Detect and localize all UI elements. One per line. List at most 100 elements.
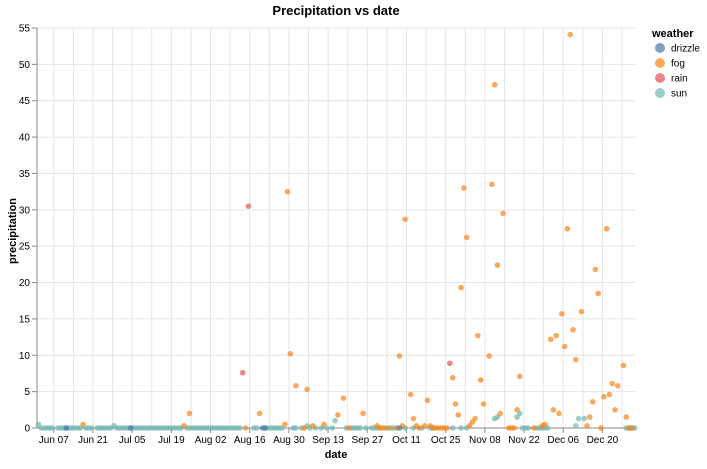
data-point-fog — [461, 185, 467, 191]
legend-label-drizzle: drizzle — [671, 44, 700, 55]
x-tick-label: Sep 27 — [351, 435, 383, 446]
data-point-fog — [186, 410, 193, 417]
data-point-sun — [363, 425, 369, 431]
data-point-fog — [335, 412, 341, 418]
grid-lines — [37, 27, 636, 429]
x-tick-label: Dec 20 — [587, 435, 619, 446]
data-point-fog — [472, 415, 478, 422]
data-point-fog — [284, 188, 291, 195]
legend-symbol-rain — [655, 73, 665, 83]
data-point-fog — [421, 423, 428, 429]
data-point-fog — [321, 421, 327, 428]
data-point-sun — [357, 425, 364, 431]
legend-symbol-fog — [655, 58, 665, 68]
data-point-drizzle — [396, 425, 403, 431]
data-point-fog — [281, 421, 288, 428]
data-point-fog — [550, 407, 557, 413]
data-point-fog — [547, 336, 554, 343]
y-axis-title: precipitation — [7, 198, 19, 264]
data-point-fog — [578, 308, 585, 315]
x-tick-label: Jun 07 — [39, 435, 69, 446]
data-point-fog — [181, 423, 187, 429]
x-tick-label: Aug 16 — [234, 435, 266, 446]
data-point-sun — [573, 423, 579, 429]
data-point-fog — [542, 421, 548, 428]
chart-title: Precipitation vs date — [272, 3, 399, 18]
data-point-rain — [447, 360, 453, 367]
legend-symbol-sun — [655, 88, 665, 98]
data-point-sun — [88, 425, 95, 431]
x-tick-label: Aug 02 — [195, 435, 227, 446]
data-points — [35, 31, 638, 431]
data-point-fog — [556, 410, 562, 417]
data-point-fog — [385, 425, 392, 431]
y-tick-label: 35 — [19, 169, 31, 180]
data-point-fog — [531, 425, 537, 431]
y-tick-label: 45 — [19, 96, 31, 107]
data-point-sun — [458, 425, 464, 431]
data-point-fog — [561, 343, 568, 350]
data-point-fog — [444, 425, 450, 431]
data-point-fog — [564, 225, 571, 232]
data-point-fog — [242, 425, 249, 431]
data-point-fog — [256, 410, 263, 417]
data-point-fog — [475, 332, 481, 339]
data-point-drizzle — [127, 425, 134, 431]
data-point-fog — [477, 377, 484, 383]
x-tick-label: Jul 05 — [119, 435, 146, 446]
legend-entries: drizzle fog rain sun — [655, 43, 700, 100]
data-point-fog — [80, 421, 86, 428]
data-point-fog — [455, 412, 462, 418]
data-point-fog — [379, 425, 386, 431]
y-tick-label: 10 — [19, 351, 31, 362]
legend-label-fog: fog — [671, 59, 685, 70]
x-tick-label: Dec 06 — [547, 435, 579, 446]
legend-symbol-drizzle — [655, 43, 665, 53]
data-point-fog — [452, 401, 459, 407]
data-point-fog — [592, 266, 599, 273]
y-tick-label: 25 — [19, 242, 31, 253]
data-point-fog — [559, 311, 565, 317]
y-tick-label: 15 — [19, 314, 31, 325]
data-point-fog — [601, 393, 607, 400]
legend-title: weather — [651, 28, 694, 40]
legend: weather drizzle fog rain sun — [651, 28, 700, 100]
data-point-fog — [410, 415, 417, 422]
legend-label-rain: rain — [671, 74, 688, 85]
data-point-fog — [598, 425, 604, 431]
data-point-fog — [609, 380, 616, 387]
x-tick-label: Jun 21 — [78, 435, 108, 446]
data-point-fog — [458, 284, 464, 291]
y-tick-label: 40 — [19, 133, 31, 144]
y-tick-label: 55 — [19, 24, 31, 35]
data-point-fog — [301, 425, 308, 431]
data-point-fog — [603, 225, 610, 232]
data-point-fog — [489, 181, 495, 188]
x-tick-label: Oct 25 — [431, 435, 461, 446]
data-point-fog — [514, 407, 520, 413]
x-tick-label: Nov 22 — [508, 435, 540, 446]
data-point-fog — [424, 397, 431, 404]
data-point-fog — [615, 383, 621, 389]
data-point-sun — [581, 415, 588, 422]
y-tick-label: 5 — [24, 387, 30, 398]
data-point-rain — [239, 369, 246, 376]
data-point-fog — [567, 31, 574, 38]
data-point-fog — [573, 356, 579, 363]
data-point-fog — [309, 423, 316, 429]
data-point-fog — [494, 262, 501, 268]
data-point-sun — [253, 425, 260, 431]
data-point-fog — [416, 425, 422, 431]
data-point-sun — [575, 415, 582, 422]
data-point-fog — [612, 407, 618, 413]
legend-label-sun: sun — [671, 89, 687, 100]
data-point-fog — [570, 327, 576, 333]
x-tick-label: Oct 11 — [392, 435, 421, 446]
x-tick-label: Nov 08 — [469, 435, 501, 446]
data-point-fog — [595, 290, 602, 297]
data-point-drizzle — [262, 425, 268, 431]
data-point-fog — [587, 414, 593, 420]
data-point-fog — [517, 373, 523, 380]
x-tick-label: Aug 30 — [273, 435, 305, 446]
data-point-fog — [620, 362, 627, 369]
